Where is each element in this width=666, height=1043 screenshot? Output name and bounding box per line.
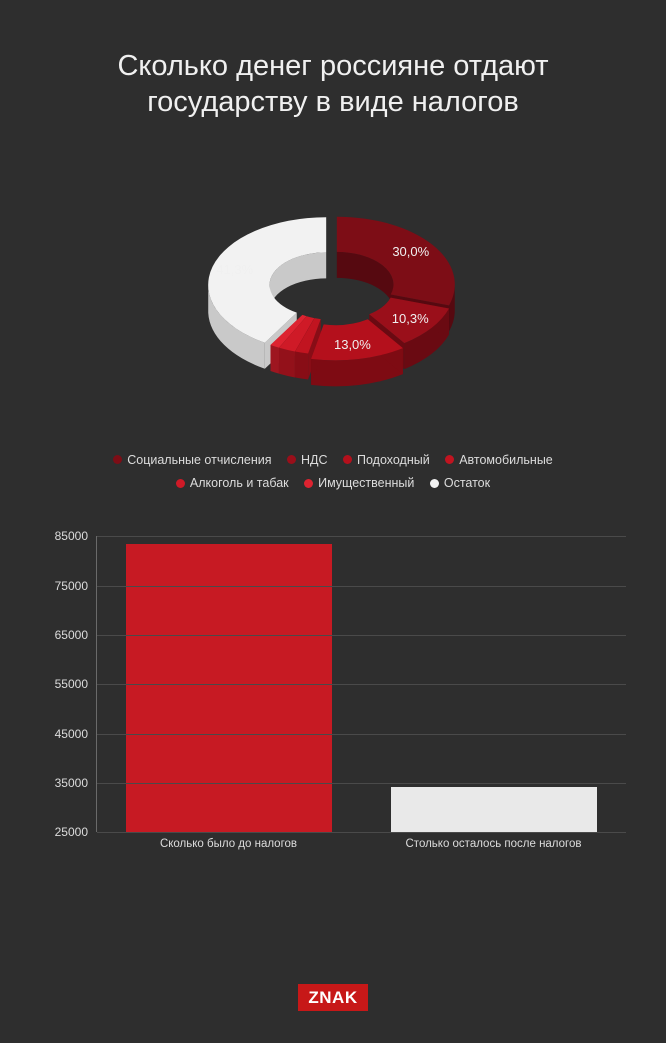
legend-item: Социальные отчисления	[113, 449, 271, 473]
legend-label: Автомобильные	[459, 453, 553, 467]
y-axis-tick: 65000	[55, 628, 88, 642]
donut-slice-label: 13,0%	[334, 337, 371, 352]
legend-item: Подоходный	[343, 449, 430, 473]
y-axis-tick: 45000	[55, 727, 88, 741]
donut-slice-label: 41,3%	[216, 262, 253, 277]
legend-label: Алкоголь и табак	[190, 476, 289, 490]
x-axis-label: Столько осталось после налогов	[361, 832, 626, 856]
legend-item: Автомобильные	[445, 449, 553, 473]
title-line-1: Сколько денег россияне отдают	[117, 50, 548, 82]
bar	[391, 787, 597, 832]
legend-label: Социальные отчисления	[127, 453, 271, 467]
legend-item: НДС	[287, 449, 328, 473]
y-axis-tick: 85000	[55, 529, 88, 543]
legend-label: Остаток	[444, 476, 490, 490]
legend-swatch	[176, 479, 185, 488]
bar	[126, 544, 332, 833]
legend-label: Подоходный	[357, 453, 430, 467]
page-title: Сколько денег россияне отдают государств…	[0, 0, 666, 121]
donut-slice-label: 30,0%	[392, 244, 429, 259]
donut-slice-label: 10,3%	[392, 311, 429, 326]
legend-swatch	[304, 479, 313, 488]
y-axis-tick: 35000	[55, 776, 88, 790]
legend-swatch	[430, 479, 439, 488]
legend-swatch	[343, 455, 352, 464]
legend-item: Остаток	[430, 472, 490, 496]
y-axis-tick: 55000	[55, 677, 88, 691]
legend-label: Имущественный	[318, 476, 414, 490]
y-axis-tick: 25000	[55, 825, 88, 839]
legend-label: НДС	[301, 453, 328, 467]
legend-item: Имущественный	[304, 472, 414, 496]
legend-item: Алкоголь и табак	[176, 472, 289, 496]
footer: ZNAK	[0, 984, 666, 1011]
brand-logo: ZNAK	[298, 984, 367, 1011]
bar-chart: 25000350004500055000650007500085000 Скол…	[40, 536, 626, 856]
y-axis-tick: 75000	[55, 579, 88, 593]
donut-chart: 30,0% 10,3% 13,0% 41,3%	[0, 151, 666, 441]
chart-legend: Социальные отчисления НДС Подоходный Авт…	[0, 441, 666, 497]
legend-swatch	[445, 455, 454, 464]
legend-swatch	[287, 455, 296, 464]
legend-swatch	[113, 455, 122, 464]
title-line-2: государству в виде налогов	[147, 86, 519, 118]
x-axis-label: Сколько было до налогов	[96, 832, 361, 856]
